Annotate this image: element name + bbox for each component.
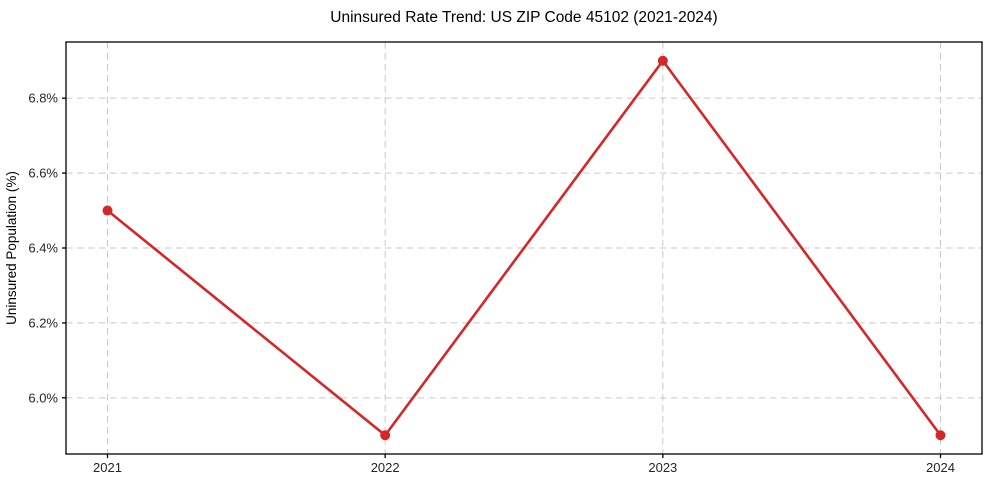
data-point-marker <box>657 55 668 66</box>
data-point-marker <box>380 430 391 441</box>
y-tick-label: 6.8% <box>28 91 58 106</box>
plot-area: 2021 2022 2023 2024 6.0% 6.2% 6.4% 6.6% 6.8% <box>28 41 983 475</box>
y-tick-label: 6.6% <box>28 166 58 181</box>
y-tick-label: 6.0% <box>28 390 58 405</box>
x-tick-label: 2024 <box>926 460 955 475</box>
data-point-marker <box>102 205 113 216</box>
x-tick-label: 2023 <box>648 460 677 475</box>
trend-line <box>106 59 942 437</box>
x-tick-label: 2021 <box>93 460 122 475</box>
data-point-marker <box>935 430 946 441</box>
y-axis-label: Uninsured Population (%) <box>4 171 19 325</box>
x-tick-label: 2022 <box>371 460 400 475</box>
axes-border <box>65 41 983 455</box>
y-tick-label: 6.2% <box>28 315 58 330</box>
y-tick-label: 6.4% <box>28 241 58 256</box>
chart-title: Uninsured Rate Trend: US ZIP Code 45102 … <box>330 9 717 26</box>
